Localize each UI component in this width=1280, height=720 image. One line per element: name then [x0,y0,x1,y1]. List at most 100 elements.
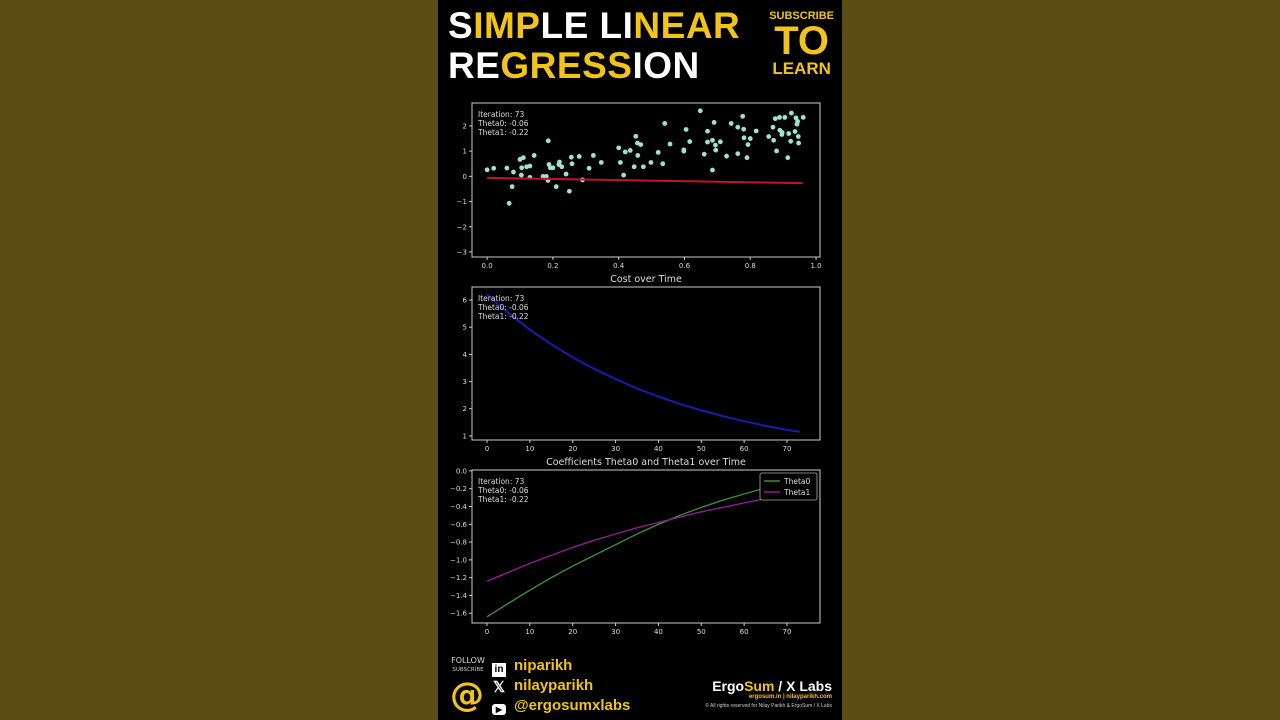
data-point [545,138,551,144]
legend-label: Theta1 [783,488,810,497]
plot-frame [471,286,821,441]
title-fragment: GRESS [500,45,633,86]
data-point [735,151,741,157]
annotation-theta1: Theta1: -0.22 [477,495,529,504]
data-point [511,169,516,175]
data-point [543,173,549,179]
annotation-theta1: Theta1: -0.22 [477,312,529,321]
youtube-icon: ▶ [492,704,506,715]
data-point [633,133,639,139]
title-fragment: RE [448,45,501,86]
y-tick-label: −1 [457,198,467,206]
series-line-cost [486,293,801,433]
x-tick-label: 20 [568,628,577,636]
data-point [566,188,572,194]
social-linkedin[interactable]: in niparikh [492,656,573,677]
x-tick-label: 60 [740,628,749,636]
x-tick-label: 0.0 [482,262,493,270]
video-title: SIMPLE LINEAR REGRESSION [448,6,740,86]
data-point [713,142,718,148]
data-point [509,184,515,190]
data-point [576,154,582,159]
y-tick-label: −0.8 [450,539,467,547]
data-point [520,155,526,161]
annotation-theta0: Theta0: -0.06 [477,303,529,312]
data-point [667,141,673,147]
brand-sites: ergosum.in | nilayparikh.com [748,694,832,700]
brand-block: ErgoSum / X Labs ergosum.in | nilayparik… [705,678,832,709]
x-tick-label: 50 [697,628,706,636]
data-point [563,171,569,177]
data-point [598,160,604,165]
y-tick-label: −0.6 [450,521,468,529]
data-point [771,137,777,143]
data-point [705,128,710,134]
chart-2: Cost over Time 0 10 20 30 40 50 60 70 1 2 3 4 5 6 Itera… [463,274,821,453]
data-point [504,165,510,171]
title-fragment: LE LI [540,5,634,46]
y-tick-label: 1 [463,148,467,156]
x-tick-label: 0.2 [547,262,558,270]
y-tick-label: 4 [463,351,468,359]
regression-line [487,176,803,185]
annotation-iteration: Iteration: 73 [478,294,524,303]
data-point [717,139,723,145]
data-point [648,160,654,165]
y-tick-label: 6 [463,297,468,305]
data-point [728,121,734,126]
data-point [741,135,747,141]
y-tick-label: −0.2 [450,485,467,493]
data-point [681,148,687,154]
data-point [631,164,637,170]
x-handle: nilayparikh [514,677,594,694]
data-point [774,148,779,154]
data-point [590,153,596,158]
x-tick-label: 40 [654,445,663,453]
annotation-theta1: Theta1: -0.22 [477,128,529,137]
data-point [627,147,633,153]
data-point [710,167,715,173]
linkedin-handle: niparikh [514,657,573,674]
data-point [779,130,785,135]
y-tick-label: 2 [463,405,467,413]
data-point [735,124,741,130]
data-point [747,136,753,141]
x-tick-label: 0 [485,445,489,453]
chart-3: Coefficients Theta0 and Theta1 over Time… [450,457,821,636]
x-tick-label: 30 [611,628,620,636]
data-point [655,150,661,155]
data-point [795,118,801,124]
data-point [683,127,689,132]
data-point [745,142,751,147]
data-point [792,129,798,134]
x-tick-label: 20 [568,445,577,453]
data-point [713,147,719,153]
x-tick-label: 10 [525,628,534,636]
social-youtube[interactable]: ▶ @ergosumxlabs [492,696,630,716]
data-point [788,138,794,144]
annotation-iteration: Iteration: 73 [478,477,524,486]
data-point [795,134,801,139]
data-point [518,172,524,178]
chart-1: 0.0 0.2 0.4 0.6 0.8 1.0 −3 −2 −1 0 1 2 Iteration: 73… [457,102,822,270]
data-point [711,120,717,125]
y-tick-label: 0.0 [456,467,467,475]
data-point [753,128,759,134]
x-tick-label: 0.6 [679,262,691,270]
data-point [782,114,788,120]
learn-text: LEARN [772,59,831,78]
data-point [660,161,666,167]
charts: 0.0 0.2 0.4 0.6 0.8 1.0 −3 −2 −1 0 1 2 Iteration: 73… [450,102,822,636]
title-line-1: SIMPLE LINEAR [448,6,740,46]
at-icon: @ [450,675,484,715]
annotation-iteration: Iteration: 73 [478,110,524,119]
data-point [770,124,776,130]
data-point [800,114,806,120]
data-point [788,110,794,116]
data-point [519,165,525,171]
y-tick-label: −1.0 [450,556,467,564]
data-point [777,114,782,120]
y-tick-label: −1.4 [450,592,468,600]
